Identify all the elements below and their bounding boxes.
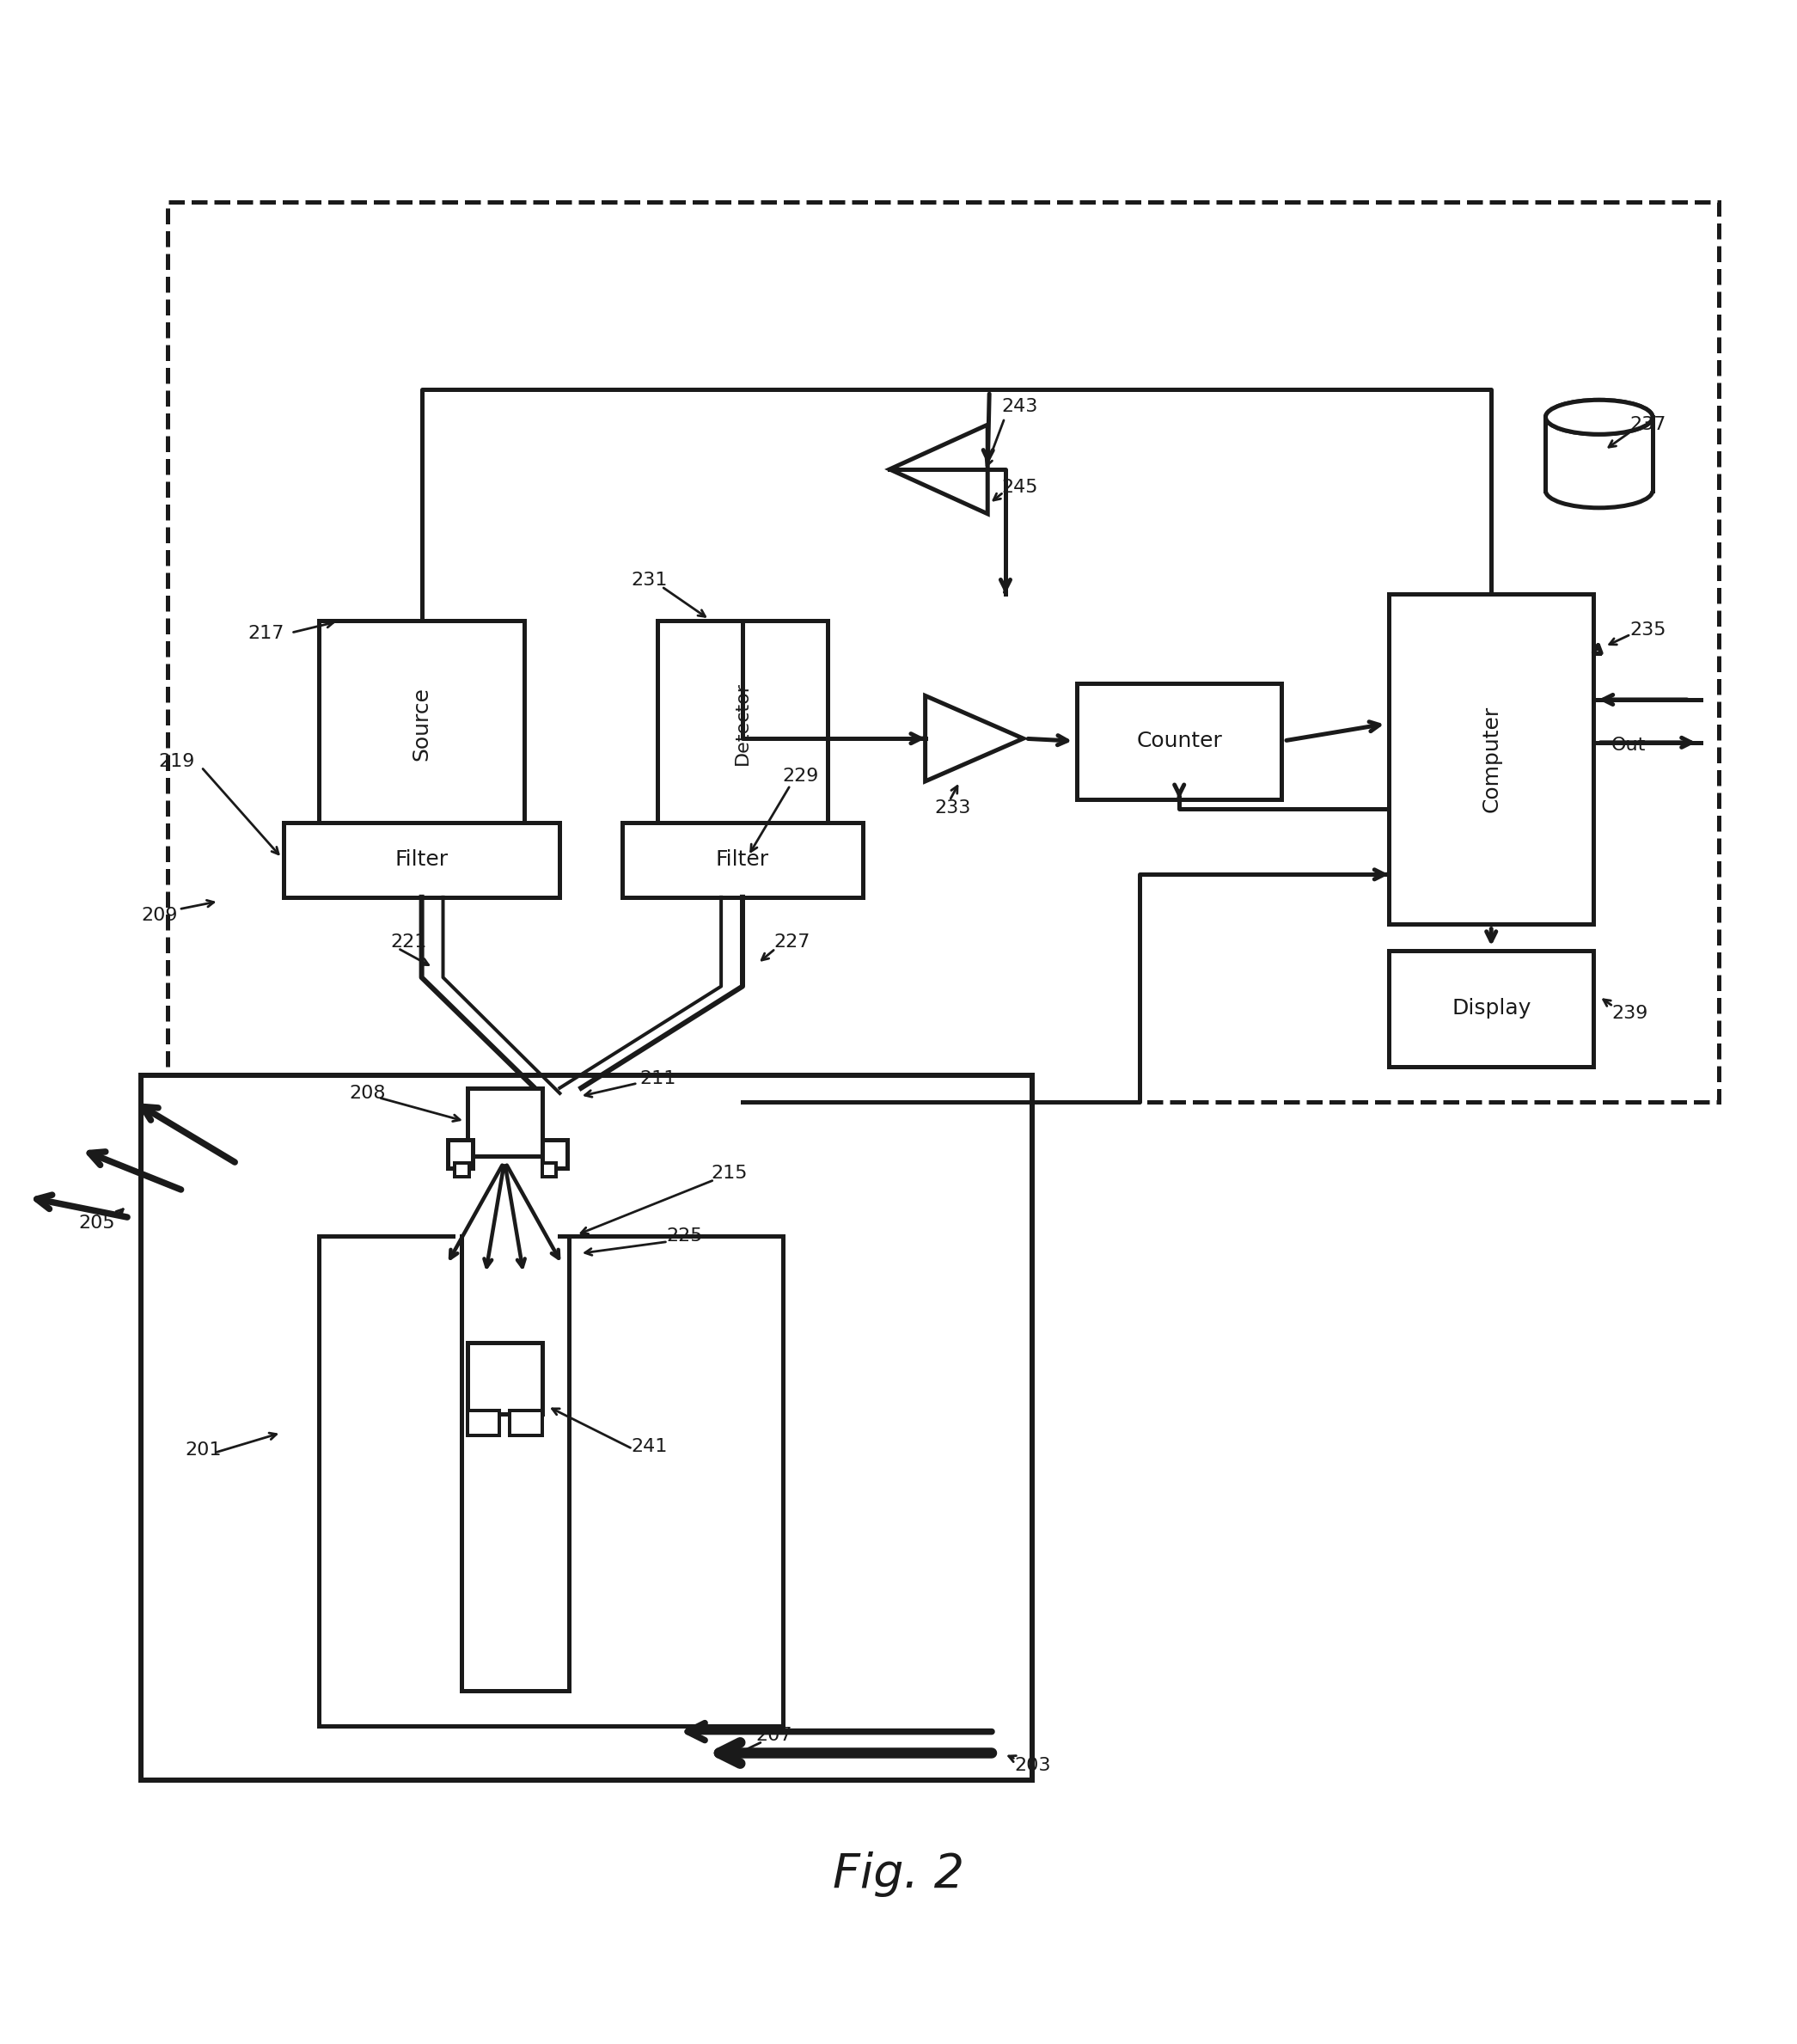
- Text: 231: 231: [631, 570, 667, 589]
- Bar: [467, 1410, 500, 1435]
- Bar: [140, 1075, 1031, 1780]
- Text: 219: 219: [158, 752, 196, 771]
- Text: 221: 221: [390, 934, 428, 950]
- Bar: [455, 1163, 469, 1177]
- Text: Computer: Computer: [1481, 705, 1502, 811]
- Text: 225: 225: [667, 1226, 703, 1245]
- Text: 209: 209: [140, 905, 178, 924]
- Bar: [320, 621, 525, 826]
- Text: 229: 229: [783, 766, 819, 785]
- Text: 237: 237: [1630, 417, 1666, 433]
- Bar: [284, 822, 561, 897]
- Text: 205: 205: [79, 1214, 115, 1233]
- Text: Detector: Detector: [733, 681, 751, 764]
- Text: Filter: Filter: [395, 850, 447, 871]
- Bar: [447, 1141, 473, 1169]
- Ellipse shape: [1545, 401, 1653, 433]
- Text: Out: Out: [1612, 738, 1646, 754]
- Text: 235: 235: [1630, 621, 1666, 638]
- Bar: [467, 1343, 543, 1414]
- Text: 245: 245: [1003, 478, 1039, 497]
- Bar: [1076, 683, 1281, 799]
- Bar: [1389, 595, 1594, 924]
- Bar: [543, 1141, 566, 1169]
- Text: 215: 215: [712, 1165, 748, 1181]
- Text: 201: 201: [185, 1441, 223, 1459]
- Text: 211: 211: [640, 1071, 676, 1087]
- Text: Source: Source: [412, 687, 431, 760]
- Bar: [167, 202, 1718, 1102]
- Text: 208: 208: [349, 1085, 386, 1102]
- Bar: [543, 1163, 557, 1177]
- Text: Counter: Counter: [1136, 732, 1222, 752]
- Text: Display: Display: [1452, 997, 1531, 1020]
- Bar: [622, 822, 863, 897]
- Text: 239: 239: [1612, 1004, 1648, 1022]
- Text: 243: 243: [1003, 399, 1039, 415]
- Text: 217: 217: [248, 625, 284, 642]
- Text: 207: 207: [757, 1727, 792, 1744]
- Text: Fig. 2: Fig. 2: [832, 1852, 965, 1897]
- Text: 227: 227: [775, 934, 810, 950]
- Bar: [467, 1087, 543, 1155]
- Bar: [1545, 417, 1653, 491]
- Text: 241: 241: [631, 1437, 667, 1455]
- Text: 233: 233: [934, 799, 970, 818]
- Bar: [1389, 950, 1594, 1067]
- Ellipse shape: [1545, 474, 1653, 507]
- Text: 203: 203: [1014, 1758, 1051, 1774]
- Text: Filter: Filter: [715, 850, 769, 871]
- Bar: [510, 1410, 543, 1435]
- Bar: [658, 621, 827, 826]
